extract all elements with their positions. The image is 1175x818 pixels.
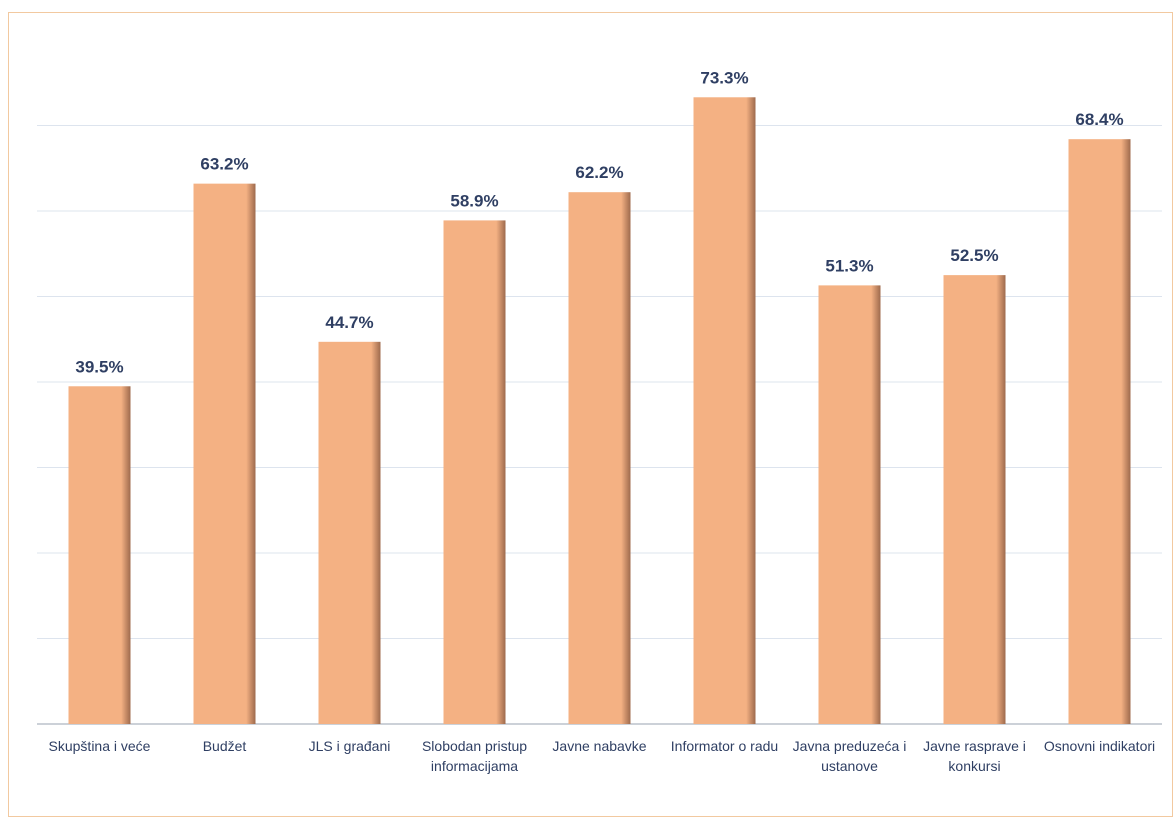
bar: [1068, 139, 1131, 724]
value-label: 68.4%: [1075, 110, 1123, 129]
bar: [693, 97, 756, 724]
value-label: 44.7%: [325, 313, 373, 332]
bar: [943, 275, 1006, 724]
bar: [443, 220, 506, 724]
bar: [318, 341, 381, 724]
bar: [193, 183, 256, 724]
x-tick-label: Budžet: [202, 738, 247, 754]
value-label: 62.2%: [575, 163, 623, 182]
x-tick-label: JLS i građani: [308, 738, 391, 754]
value-label: 73.3%: [700, 68, 748, 87]
x-tick-label: Slobodan pristup informacijama: [421, 738, 528, 774]
value-label: 58.9%: [450, 191, 498, 210]
bar: [568, 192, 631, 724]
bar: [818, 285, 881, 724]
x-tick-label: Javne nabavke: [552, 738, 647, 754]
x-tick-label: Informator o radu: [670, 738, 779, 754]
value-label: 52.5%: [950, 246, 998, 265]
chart-frame: [8, 12, 1173, 817]
value-label: 51.3%: [825, 256, 873, 275]
value-label: 39.5%: [75, 357, 123, 376]
x-tick-label: Javne rasprave i konkursi: [923, 738, 1026, 774]
bar: [68, 386, 131, 724]
x-tick-label: Skupština i veće: [48, 738, 151, 754]
x-tick-label: Osnovni indikatori: [1043, 738, 1156, 754]
x-tick-label: Javna preduzeća i ustanove: [792, 738, 907, 774]
value-label: 63.2%: [200, 155, 248, 174]
